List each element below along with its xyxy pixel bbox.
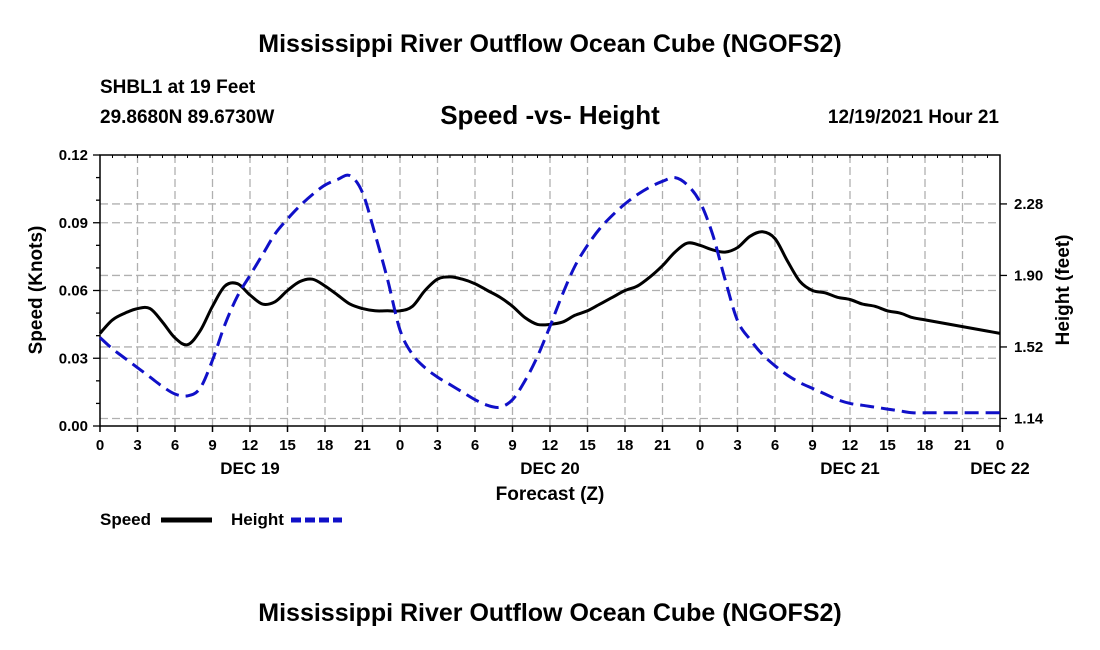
station-label: SHBL1 at 19 Feet bbox=[100, 77, 256, 98]
y-tick-label: 0.12 bbox=[59, 147, 88, 164]
x-tick-label: 6 bbox=[771, 437, 779, 454]
x-tick-label: 3 bbox=[433, 437, 441, 454]
chart-title: Mississippi River Outflow Ocean Cube (NG… bbox=[258, 30, 842, 58]
x-tick-label: 15 bbox=[879, 437, 896, 454]
y-tick-label: 0.09 bbox=[59, 215, 88, 232]
x-axis-label: Forecast (Z) bbox=[496, 484, 605, 505]
y-axis-left: 0.00 0.03 0.06 0.09 0.12 bbox=[59, 147, 100, 435]
x-tick-label: 9 bbox=[508, 437, 516, 454]
x-tick-label: 21 bbox=[654, 437, 671, 454]
x-tick-label: 0 bbox=[996, 437, 1004, 454]
y2-tick-label: 1.90 bbox=[1014, 267, 1043, 284]
x-tick-label: 18 bbox=[917, 437, 934, 454]
x-tick-label: 3 bbox=[733, 437, 741, 454]
x-day-label: DEC 22 bbox=[970, 459, 1030, 478]
y2-axis-label: Height (feet) bbox=[1053, 235, 1074, 346]
x-tick-label: 6 bbox=[471, 437, 479, 454]
station-coordinates: 29.8680N 89.6730W bbox=[100, 107, 275, 128]
grid-lines bbox=[99, 155, 1001, 426]
x-day-label: DEC 21 bbox=[820, 459, 880, 478]
y2-tick-label: 2.28 bbox=[1014, 196, 1043, 213]
x-day-label: DEC 20 bbox=[520, 459, 580, 478]
x-tick-label: 18 bbox=[317, 437, 334, 454]
x-axis: 0 3 6 9 12 15 18 21 0 3 6 9 12 15 18 21 0 3 6 9 12 15 18 21 0 DEC… bbox=[96, 426, 1030, 478]
y-tick-label: 0.03 bbox=[59, 350, 88, 367]
legend: Speed Height bbox=[100, 510, 342, 529]
x-tick-label: 12 bbox=[542, 437, 559, 454]
chart-title-bottom: Mississippi River Outflow Ocean Cube (NG… bbox=[258, 599, 842, 627]
x-tick-label: 15 bbox=[579, 437, 596, 454]
x-tick-label: 12 bbox=[842, 437, 859, 454]
x-day-label: DEC 19 bbox=[220, 459, 280, 478]
x-tick-label: 0 bbox=[696, 437, 704, 454]
x-tick-label: 15 bbox=[279, 437, 296, 454]
x-tick-label: 6 bbox=[171, 437, 179, 454]
y-tick-label: 0.00 bbox=[59, 418, 88, 435]
x-tick-label: 9 bbox=[808, 437, 816, 454]
x-tick-label: 0 bbox=[96, 437, 104, 454]
x-tick-label: 18 bbox=[617, 437, 634, 454]
x-tick-label: 21 bbox=[954, 437, 971, 454]
height-series-line bbox=[98, 173, 1000, 415]
x-tick-label: 21 bbox=[354, 437, 371, 454]
y2-tick-label: 1.14 bbox=[1014, 410, 1044, 427]
chart-subtitle: Speed -vs- Height bbox=[440, 100, 660, 130]
y-axis-right: 1.14 1.52 1.90 2.28 bbox=[1000, 196, 1044, 427]
y-axis-label: Speed (Knots) bbox=[26, 226, 47, 355]
x-tick-label: 3 bbox=[133, 437, 141, 454]
legend-speed-label: Speed bbox=[100, 510, 151, 529]
x-tick-label: 9 bbox=[208, 437, 216, 454]
x-tick-label: 0 bbox=[396, 437, 404, 454]
forecast-datestamp: 12/19/2021 Hour 21 bbox=[827, 107, 999, 128]
x-tick-label: 12 bbox=[242, 437, 259, 454]
legend-height-label: Height bbox=[231, 510, 284, 529]
y-tick-label: 0.06 bbox=[59, 283, 88, 300]
y2-tick-label: 1.52 bbox=[1014, 339, 1043, 356]
